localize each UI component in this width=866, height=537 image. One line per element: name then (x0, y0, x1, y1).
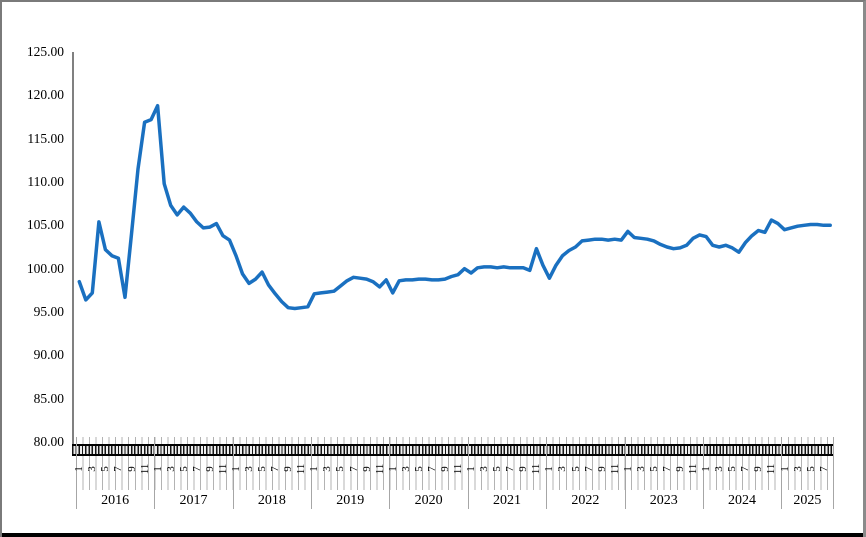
year-separator (546, 437, 548, 509)
y-axis-label: 105.00 (26, 217, 64, 233)
y-axis-label: 115.00 (27, 130, 64, 146)
y-axis-label: 95.00 (33, 304, 64, 319)
year-separator (311, 437, 313, 509)
year-separator (833, 437, 835, 509)
y-axis-label: 85.00 (33, 390, 64, 406)
y-axis-label: 100.00 (26, 260, 64, 276)
year-label: 2024 (728, 493, 757, 508)
y-axis-label: 120.00 (26, 87, 64, 103)
year-label: 2025 (793, 493, 822, 508)
year-separator (702, 437, 704, 509)
y-axis-label: 90.00 (33, 347, 64, 363)
y-axis-label: 80.00 (33, 434, 64, 449)
y-axis-label: 125.00 (26, 44, 64, 59)
year-separator (624, 437, 626, 509)
y-axis-line (72, 52, 74, 446)
y-axis-label: 110.00 (27, 174, 64, 189)
year-label: 2023 (649, 493, 678, 508)
x-axis-tick-band (72, 444, 834, 456)
year-label: 2016 (101, 493, 130, 508)
year-label: 2017 (179, 493, 208, 508)
year-separator (389, 437, 391, 509)
year-separator (467, 437, 469, 509)
year-separator (232, 437, 234, 509)
month-tick-grid (76, 456, 834, 490)
year-separator (781, 437, 783, 509)
bottom-black-bar (2, 533, 863, 537)
year-label: 2022 (571, 493, 600, 508)
year-separator (154, 437, 156, 509)
month-tick-stubs (76, 437, 834, 444)
month-tick-label: 7 (817, 466, 830, 472)
year-label: 2020 (414, 493, 443, 508)
series-line (77, 103, 832, 311)
year-label: 2019 (336, 493, 365, 508)
year-label: 2018 (257, 493, 286, 508)
year-label: 2021 (492, 493, 521, 508)
year-separator (76, 437, 77, 509)
